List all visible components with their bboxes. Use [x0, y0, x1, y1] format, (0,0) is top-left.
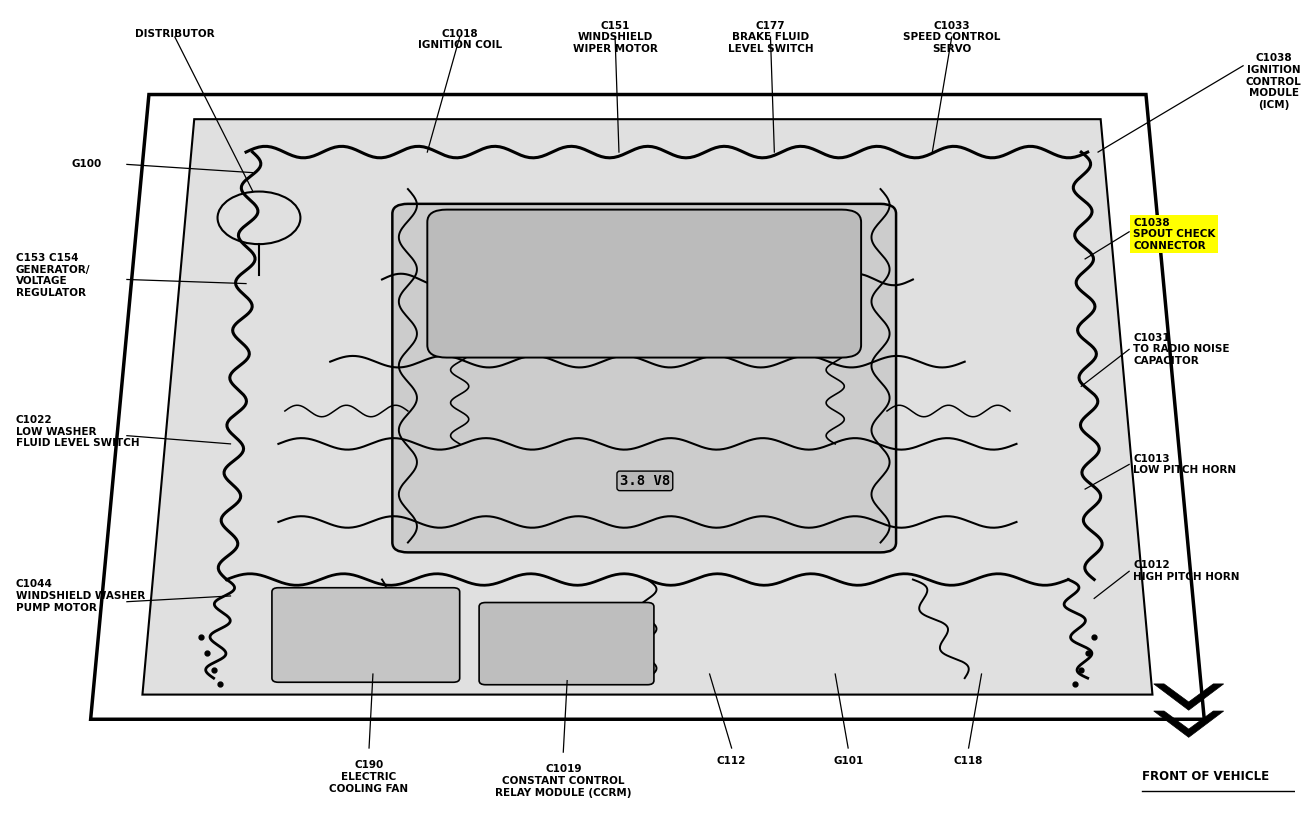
Polygon shape	[143, 119, 1152, 695]
Text: C1038
IGNITION
CONTROL
MODULE
(ICM): C1038 IGNITION CONTROL MODULE (ICM)	[1245, 53, 1302, 110]
FancyBboxPatch shape	[392, 204, 896, 552]
Text: C151
WINDSHIELD
WIPER MOTOR: C151 WINDSHIELD WIPER MOTOR	[572, 21, 657, 53]
FancyBboxPatch shape	[479, 603, 653, 685]
Text: G101: G101	[833, 756, 863, 766]
Text: C153 C154
GENERATOR/
VOLTAGE
REGULATOR: C153 C154 GENERATOR/ VOLTAGE REGULATOR	[16, 253, 91, 298]
Text: C112: C112	[716, 756, 747, 766]
Text: G100: G100	[71, 159, 101, 169]
Text: C1038
SPOUT CHECK
CONNECTOR: C1038 SPOUT CHECK CONNECTOR	[1134, 218, 1215, 251]
Text: C177
BRAKE FLUID
LEVEL SWITCH: C177 BRAKE FLUID LEVEL SWITCH	[728, 21, 813, 53]
Polygon shape	[1153, 684, 1224, 710]
Text: FRONT OF VEHICLE: FRONT OF VEHICLE	[1141, 770, 1269, 783]
Text: C1033
SPEED CONTROL
SERVO: C1033 SPEED CONTROL SERVO	[903, 21, 1001, 53]
Text: C1018
IGNITION COIL: C1018 IGNITION COIL	[417, 29, 501, 50]
FancyBboxPatch shape	[272, 588, 459, 682]
Text: C118: C118	[954, 756, 983, 766]
Polygon shape	[1153, 711, 1224, 737]
Text: C1012
HIGH PITCH HORN: C1012 HIGH PITCH HORN	[1134, 561, 1240, 582]
Text: C1013
LOW PITCH HORN: C1013 LOW PITCH HORN	[1134, 454, 1236, 475]
Text: DISTRIBUTOR: DISTRIBUTOR	[135, 29, 215, 39]
Text: C1031
TO RADIO NOISE
CAPACITOR: C1031 TO RADIO NOISE CAPACITOR	[1134, 333, 1229, 366]
Text: C1044
WINDSHIELD WASHER
PUMP MOTOR: C1044 WINDSHIELD WASHER PUMP MOTOR	[16, 580, 144, 612]
Text: C1019
CONSTANT CONTROL
RELAY MODULE (CCRM): C1019 CONSTANT CONTROL RELAY MODULE (CCR…	[495, 764, 631, 797]
FancyBboxPatch shape	[428, 210, 861, 358]
Text: C190
ELECTRIC
COOLING FAN: C190 ELECTRIC COOLING FAN	[329, 760, 408, 793]
Text: 3.8 V8: 3.8 V8	[619, 473, 670, 488]
Text: C1022
LOW WASHER
FLUID LEVEL SWITCH: C1022 LOW WASHER FLUID LEVEL SWITCH	[16, 415, 139, 448]
